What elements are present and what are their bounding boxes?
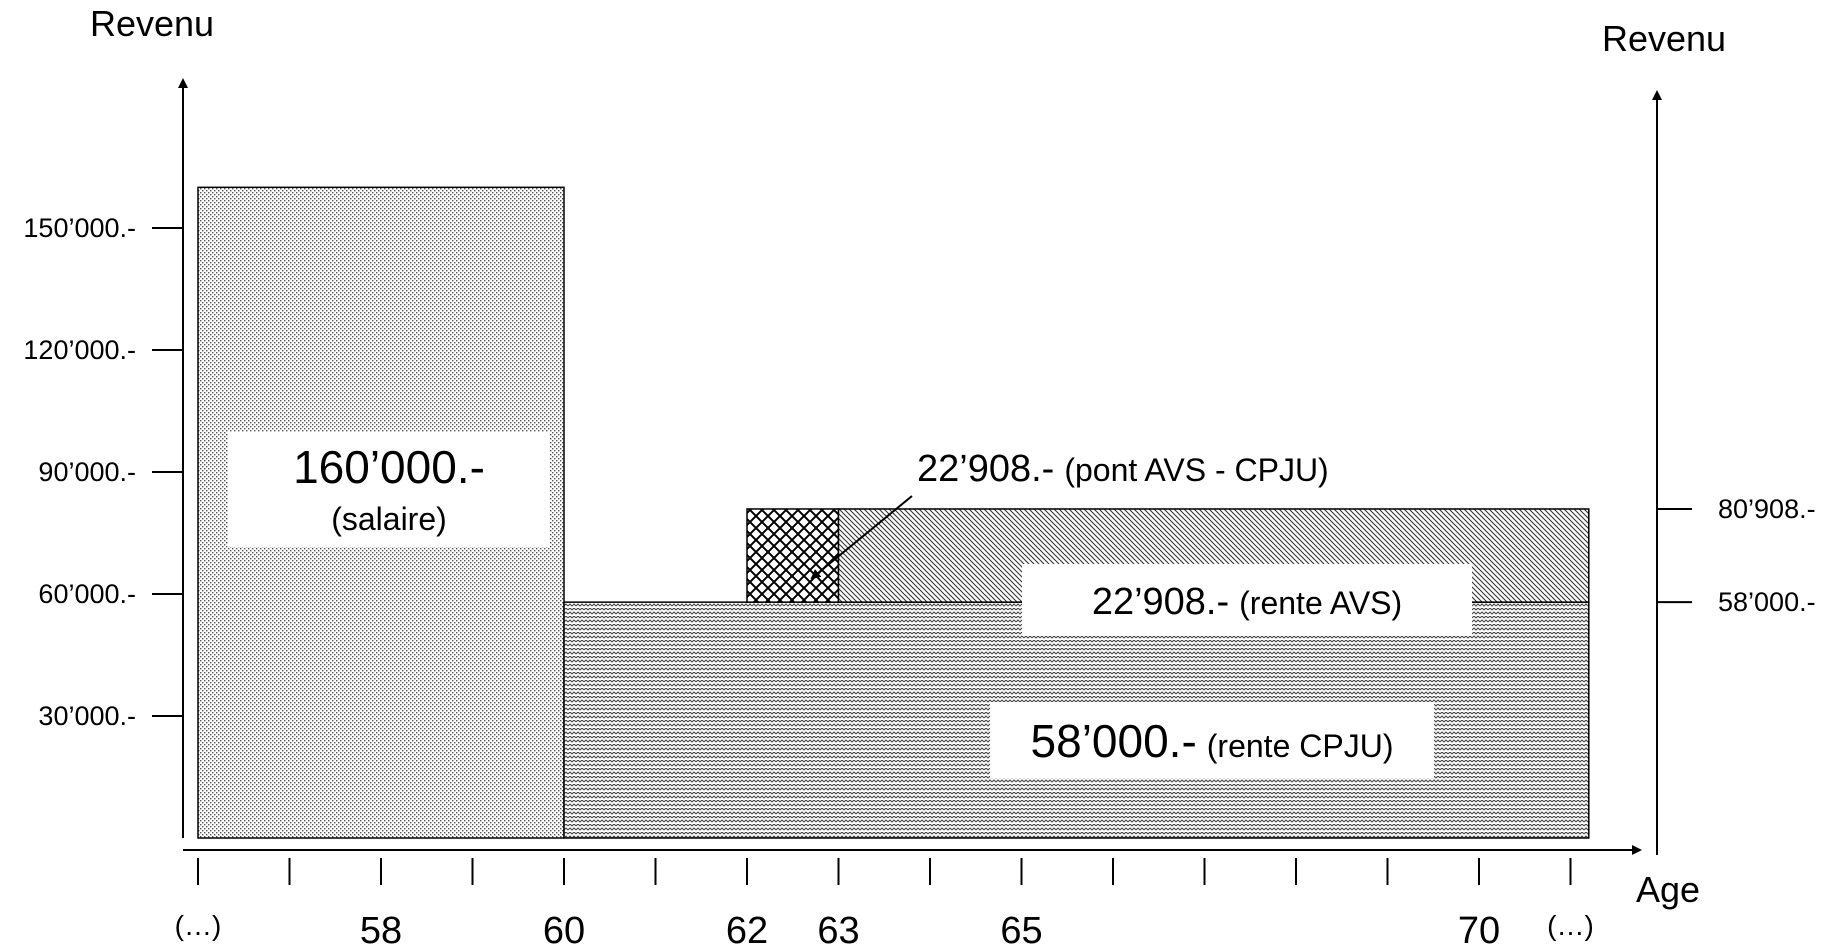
bridge-label: 22’908.- (pont AVS - CPJU): [917, 448, 1329, 490]
right-tick-label: 58’000.-: [1718, 587, 1816, 617]
right-tick-label: 80’908.-: [1718, 494, 1816, 524]
left-tick-label: 90’000.-: [38, 457, 136, 487]
avs-label-box: [1022, 564, 1472, 636]
x-tick-label: (…): [1547, 910, 1594, 941]
x-tick-label: 70: [1458, 910, 1500, 950]
cpju-label: 58’000.- (rente CPJU): [1031, 715, 1394, 767]
bridge-note: (pont AVS - CPJU): [1064, 452, 1328, 488]
left-tick-label: 150’000.-: [23, 213, 136, 243]
x-tick-label: 63: [817, 910, 859, 950]
salary-label-box: [228, 432, 550, 547]
x-axis-title: Age: [1636, 869, 1700, 910]
left-tick-label: 30’000.-: [38, 701, 136, 731]
x-tick-label: 65: [1000, 910, 1042, 950]
avs-bridge-block: [746, 508, 840, 603]
salary-note: (salaire): [331, 501, 447, 537]
cpju-label-box: [990, 702, 1434, 778]
cpju-amount: 58’000.-: [1031, 715, 1197, 767]
bridge-amount: 22’908.-: [917, 448, 1054, 490]
left-tick-label: 60’000.-: [38, 579, 136, 609]
bridge-callout-arrow: [810, 495, 913, 580]
x-axis-ticks: (…) 58 60 62 63 65 70 (…): [175, 858, 1594, 950]
x-tick-label: 58: [360, 910, 402, 950]
x-tick-label: 60: [543, 910, 585, 950]
avs-note: (rente AVS): [1239, 585, 1402, 621]
left-tick-label: 120’000.-: [23, 335, 136, 365]
left-axis-title: Revenu: [90, 3, 214, 44]
right-axis-title: Revenu: [1602, 18, 1726, 59]
x-tick-label: (…): [175, 910, 222, 941]
salary-amount: 160’000.-: [293, 441, 485, 493]
avs-label: 22’908.- (rente AVS): [1092, 581, 1402, 623]
left-axis-ticks: 150’000.- 120’000.- 90’000.- 60’000.- 30’000…: [23, 213, 183, 731]
x-tick-label: 62: [726, 910, 768, 950]
cpju-note: (rente CPJU): [1207, 728, 1394, 764]
avs-amount: 22’908.-: [1092, 581, 1229, 623]
right-axis-ticks: 80’908.- 58’000.-: [1657, 494, 1816, 617]
